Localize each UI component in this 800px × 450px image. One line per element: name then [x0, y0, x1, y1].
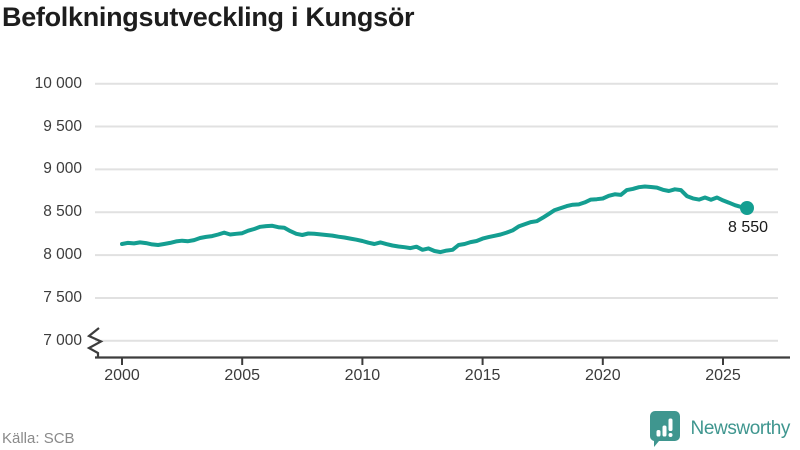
y-axis-label: 10 000: [34, 74, 82, 92]
x-axis-label: 2010: [344, 367, 381, 384]
latest-data-point: [740, 201, 754, 215]
y-axis-label: 7 000: [43, 331, 82, 349]
gridlines: [95, 82, 778, 342]
chart-title: Befolkningsutveckling i Kungsör: [2, 2, 415, 32]
population-series-line: [120, 184, 749, 255]
newsworthy-logo[interactable]: Newsworthy: [648, 409, 790, 449]
y-axis-label: 9 000: [43, 160, 82, 178]
latest-value-label: 8 550: [728, 218, 769, 236]
x-axis-label: 2005: [224, 367, 260, 384]
x-axis-label: 2020: [585, 367, 621, 384]
y-axis-break-icon: [86, 327, 104, 358]
y-axis-label: 7 500: [43, 288, 82, 306]
x-axis-label: 2000: [104, 367, 140, 384]
x-axis: [86, 327, 790, 365]
y-axis-label: 9 500: [43, 117, 82, 135]
x-axis-label: 2015: [464, 367, 501, 384]
x-axis-label: 2025: [705, 367, 741, 384]
newsworthy-chart-bubble-icon: [649, 411, 680, 447]
source-label: Källa: SCB: [2, 430, 75, 447]
y-axis-label: 8 500: [43, 203, 82, 221]
y-axis-label: 8 000: [43, 246, 82, 264]
newsworthy-logo-text: Newsworthy: [690, 418, 791, 439]
